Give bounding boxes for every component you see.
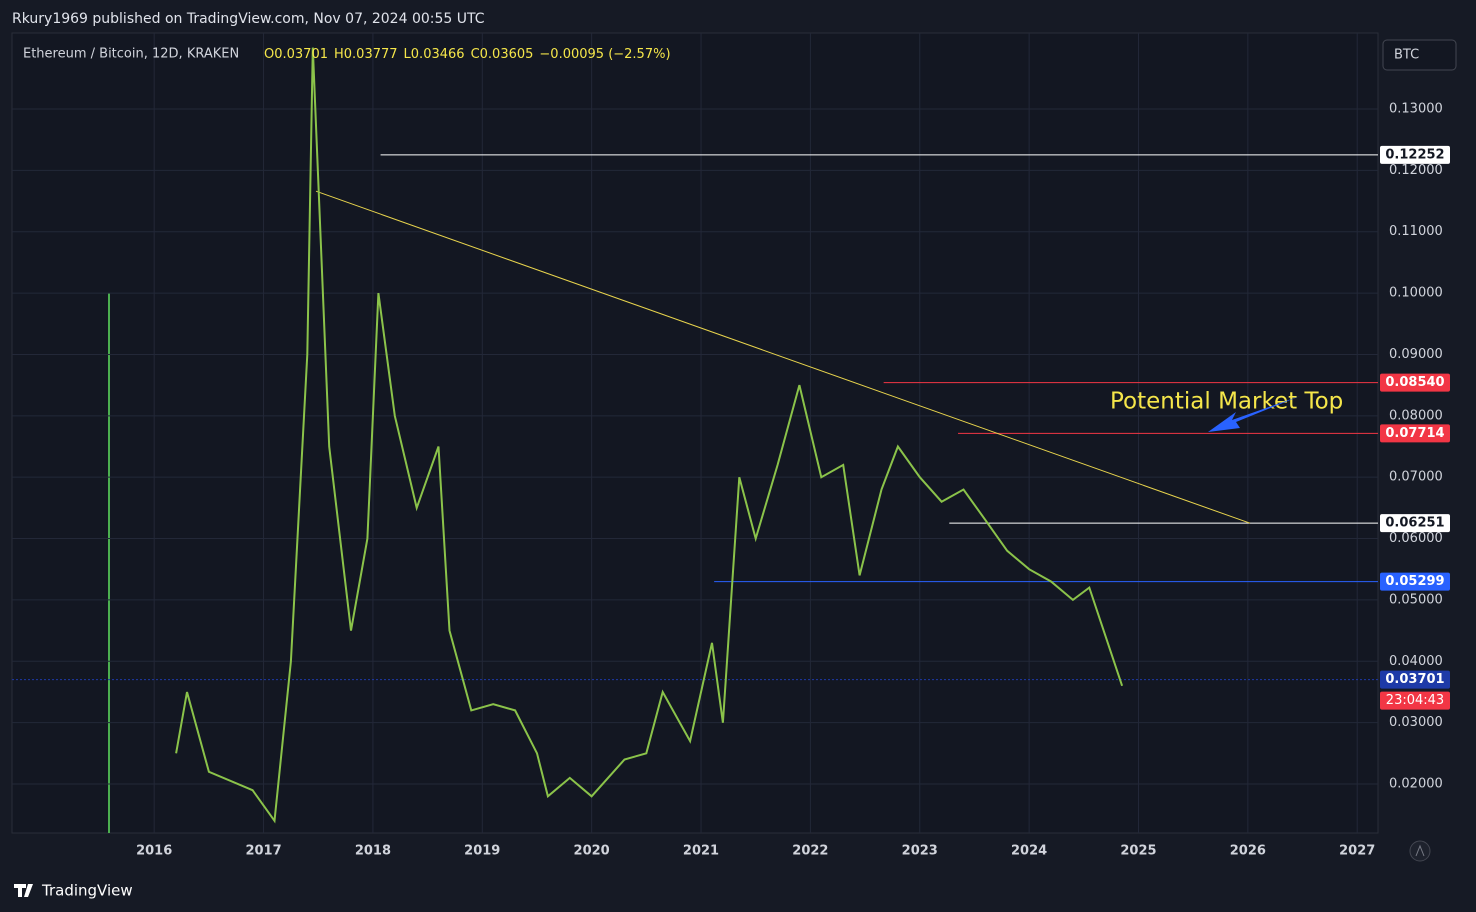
trendline <box>315 190 1251 524</box>
logo <box>14 884 33 897</box>
auto-scale[interactable] <box>1409 840 1431 862</box>
x-tick-label: 2026 <box>1230 844 1266 859</box>
y-tick-label: 0.08000 <box>1389 408 1443 423</box>
x-tick-label: 2024 <box>1011 844 1047 859</box>
x-tick-label: 2021 <box>683 844 719 859</box>
ohlc-low: L0.03466 <box>404 47 465 62</box>
auto-icon <box>1415 844 1425 857</box>
y-tick-label: 0.10000 <box>1389 286 1443 301</box>
price-label-box <box>1380 373 1450 392</box>
price-label-box <box>1380 572 1450 591</box>
y-tick-label: 0.02000 <box>1389 777 1443 792</box>
ohlc-change: −0.00095 (−2.57%) <box>539 47 670 62</box>
publisher: Rkury1969 published on TradingView.com, … <box>12 11 485 27</box>
ohlc: O0.03701 H0.03777 L0.03466 C0.03605 −0.00095… <box>264 47 671 62</box>
y-tick-label: 0.13000 <box>1389 101 1443 116</box>
price-label-box <box>1380 145 1450 164</box>
x-tick-label: 2016 <box>136 844 172 859</box>
price-label: 0.03701 <box>1385 672 1444 687</box>
price-label: 0.08540 <box>1385 375 1444 390</box>
y-tick-label: 0.05000 <box>1389 592 1443 607</box>
ohlc-open: O0.03701 <box>264 47 328 62</box>
countdown: 23:04:43 <box>1386 693 1444 708</box>
x-tick-label: 2025 <box>1120 844 1156 859</box>
y-tick-label: 0.06000 <box>1389 531 1443 546</box>
price-label: 0.06251 <box>1385 516 1444 531</box>
price-label: 0.12252 <box>1385 147 1444 162</box>
ohlc-close: C0.03605 <box>471 47 534 62</box>
x-tick-label: 2023 <box>902 844 938 859</box>
annotation: Potential Market Top <box>1110 389 1343 415</box>
price-label-box <box>1380 424 1450 443</box>
arrow <box>1208 396 1300 432</box>
price-label: 0.05299 <box>1385 574 1444 589</box>
price-label-box <box>1380 514 1450 533</box>
y-tick-label: 0.04000 <box>1389 654 1443 669</box>
brand: TradingView <box>41 882 133 900</box>
x-tick-label: 2022 <box>792 844 828 859</box>
countdown-box <box>1380 691 1450 710</box>
y-tick-label: 0.11000 <box>1389 224 1443 239</box>
price-label: 0.07714 <box>1385 426 1444 441</box>
y-tick-label: 0.12000 <box>1389 163 1443 178</box>
y-tick-label: 0.09000 <box>1389 347 1443 362</box>
currency[interactable]: BTC <box>1394 48 1419 63</box>
x-tick-label: 2027 <box>1339 844 1375 859</box>
x-tick-label: 2019 <box>464 844 500 859</box>
x-tick-label: 2017 <box>245 844 281 859</box>
price-line <box>175 47 1124 824</box>
ohlc-high: H0.03777 <box>334 47 398 62</box>
y-tick-label: 0.07000 <box>1389 470 1443 485</box>
price-label-box <box>1380 670 1450 689</box>
y-tick-label: 0.03000 <box>1389 715 1443 730</box>
x-tick-label: 2018 <box>355 844 391 859</box>
symbol: Ethereum / Bitcoin, 12D, KRAKEN <box>23 47 239 62</box>
currency-button[interactable] <box>1382 39 1457 71</box>
x-tick-label: 2020 <box>574 844 610 859</box>
